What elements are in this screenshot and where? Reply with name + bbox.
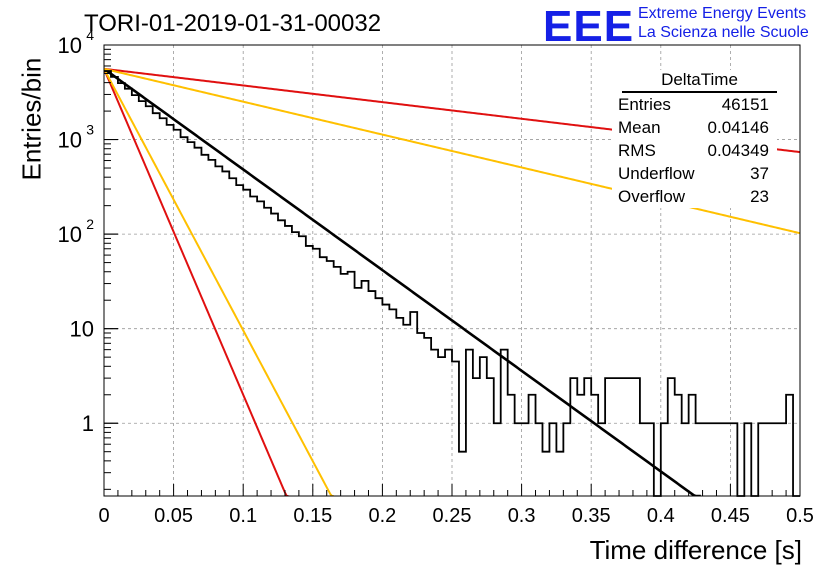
x-tick-label: 0.25 (433, 505, 472, 527)
stats-row-overflow: Overflow 23 (612, 185, 777, 208)
y-tick-label: 10 (70, 317, 94, 342)
stats-value: 0.04349 (707, 141, 769, 160)
stats-label: Underflow (618, 164, 695, 183)
histogram-step-line (104, 70, 800, 497)
y-tick-exponent: 3 (86, 122, 94, 138)
eee-logo: EEE (543, 2, 635, 51)
y-tick-label: 10 (58, 33, 82, 58)
run-title: TORI-01-2019-01-31-00032 (84, 10, 382, 37)
stats-label: RMS (618, 141, 656, 160)
y-tick-exponent: 4 (86, 27, 94, 43)
x-axis-title: Time difference [s] (589, 535, 802, 565)
y-tick-label: 10 (58, 222, 82, 247)
x-tick-label: 0.3 (508, 505, 536, 527)
grid (104, 45, 800, 496)
stats-box: DeltaTime Entries 46151 Mean 0.04146 RMS… (612, 70, 777, 208)
stats-label: Mean (618, 118, 661, 137)
fit-curve-red-3 (104, 68, 289, 496)
stats-row-entries: Entries 46151 (612, 93, 777, 116)
logo-line-1: Extreme Energy Events (638, 5, 807, 22)
y-tick-exponent: 2 (86, 216, 94, 232)
x-tick-label: 0.4 (647, 505, 675, 527)
stats-value: 0.04146 (707, 118, 769, 137)
x-tick-label: 0.5 (786, 505, 814, 527)
stats-title: DeltaTime (622, 70, 777, 93)
x-tick-label: 0.05 (154, 505, 193, 527)
histogram (104, 70, 800, 497)
x-tick-label: 0.45 (711, 505, 750, 527)
fit-curve-yellow-4 (104, 68, 334, 496)
stats-value: 23 (750, 187, 769, 206)
logo-line-2: La Scienza nelle Scuole (638, 24, 809, 41)
x-axis: 0 0.05 0.1 0.15 0.2 0.25 0.3 0.35 0.4 0.45 0.5 (98, 484, 814, 527)
stats-value: 37 (750, 164, 769, 183)
y-axis-title: Entries/bin (16, 57, 47, 181)
y-tick-label: 1 (82, 411, 94, 436)
stats-value: 46151 (721, 95, 769, 114)
x-tick-label: 0 (98, 505, 109, 527)
x-tick-label: 0.35 (572, 505, 611, 527)
y-tick-label: 10 (58, 128, 82, 153)
stats-row-mean: Mean 0.04146 (612, 116, 777, 139)
x-tick-label: 0.2 (368, 505, 396, 527)
stats-row-rms: RMS 0.04349 (612, 139, 777, 162)
stats-label: Entries (618, 95, 671, 114)
fit-curve-black-0 (104, 67, 701, 496)
x-tick-label: 0.1 (229, 505, 257, 527)
x-tick-label: 0.15 (293, 505, 332, 527)
stats-row-underflow: Underflow 37 (612, 162, 777, 185)
stats-label: Overflow (618, 187, 686, 206)
